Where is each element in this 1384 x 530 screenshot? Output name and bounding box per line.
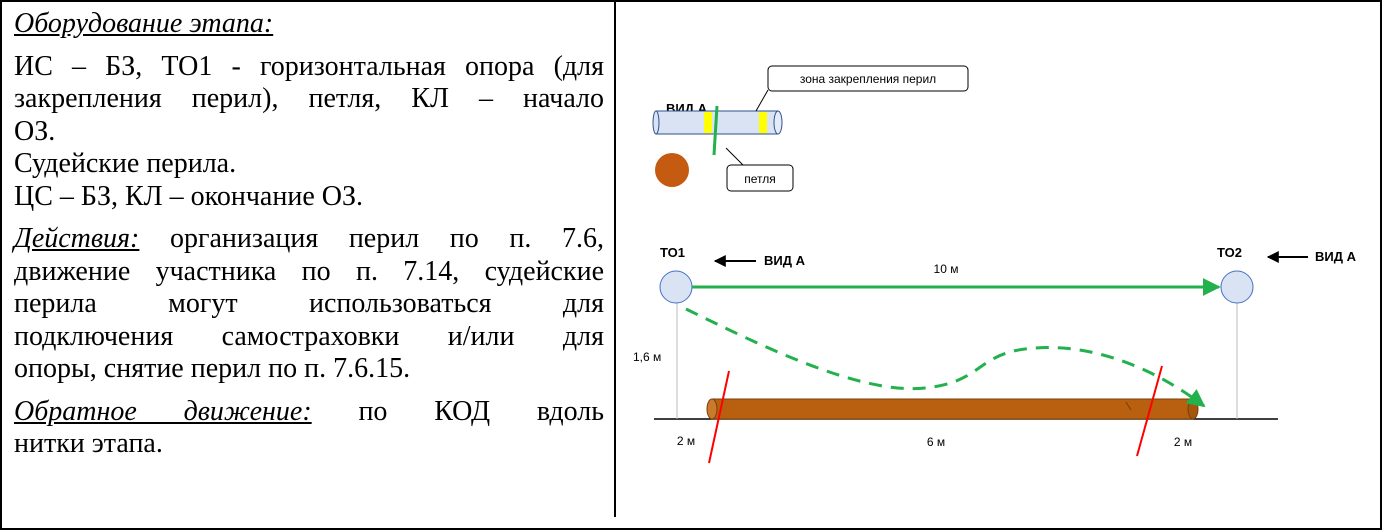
- zone-boundary-right: [1136, 365, 1163, 457]
- view-a-arrow-2: ВИД А: [1266, 249, 1357, 264]
- participant-path: [685, 307, 1206, 408]
- return-line: нитки этапа.: [14, 428, 163, 459]
- equipment-header: Оборудование этапа:: [14, 8, 274, 39]
- actions-line: опоры, снятие перил по п. 7.6.15.: [14, 353, 411, 384]
- view-a-arrow-1: ВИД А: [713, 253, 806, 268]
- actions-line: подключения самостраховки и/или для: [14, 320, 604, 352]
- log: [706, 398, 1199, 420]
- span-label: 10 м: [934, 262, 959, 276]
- left-gap-label: 2 м: [677, 434, 695, 448]
- loop-mark: [712, 105, 719, 156]
- zone-boundary-left: [708, 370, 730, 464]
- right-gap-label: 2 м: [1174, 435, 1192, 449]
- rail-zone-mark-1: [704, 112, 712, 133]
- to2-label: ТО2: [1217, 245, 1242, 260]
- actions-header: Действия:: [14, 223, 140, 254]
- actions-line: перила могут использоваться для: [14, 288, 604, 319]
- return-line: Обратное движение: по КОД вдоль: [14, 396, 604, 429]
- equipment-header-line: Оборудование этапа:: [14, 8, 604, 41]
- equipment-line: Судейские перила.: [14, 148, 237, 179]
- to1-support: [659, 270, 693, 304]
- return-text: по КОД вдоль: [311, 395, 604, 427]
- height-label: 1,6 м: [633, 350, 661, 364]
- log-length-label: 6 м: [927, 435, 945, 449]
- stage-diagram: ВИД А зона закрепления перил петля: [633, 65, 1357, 464]
- equipment-line: ОЗ.: [14, 115, 56, 147]
- svg-text:петля: петля: [744, 172, 776, 186]
- svg-text:зона закрепления перил: зона закрепления перил: [800, 72, 936, 86]
- callout-loop: петля: [725, 147, 794, 192]
- to2-support: [1220, 270, 1254, 304]
- support-cylinder-side: [652, 105, 783, 156]
- diagram-column: ВИД А зона закрепления перил петля: [616, 0, 1382, 517]
- equipment-line: ИС – БЗ, ТО1 - горизонтальная опора (для: [14, 50, 604, 82]
- support-cylinder-end: [655, 153, 689, 187]
- svg-text:ВИД А: ВИД А: [764, 253, 806, 268]
- column-divider: [614, 0, 616, 517]
- equipment-line: закрепления перил), петля, КЛ – начало: [14, 83, 604, 114]
- actions-text: организация перил по п. 7.6,: [139, 223, 604, 254]
- actions-line: Действия: организация перил по п. 7.6,: [14, 223, 604, 256]
- callout-rail-zone: зона закрепления перил: [755, 65, 969, 112]
- actions-line: движение участника по п. 7.14, судейские: [14, 255, 604, 287]
- svg-text:ВИД А: ВИД А: [1315, 249, 1357, 264]
- return-header: Обратное движение:: [14, 395, 312, 427]
- rail-zone-mark-2: [759, 112, 767, 133]
- to1-label: ТО1: [660, 245, 685, 260]
- equipment-line: ЦС – БЗ, КЛ – окончание ОЗ.: [14, 180, 363, 212]
- description-column: Оборудование этапа: ИС – БЗ, ТО1 - гориз…: [14, 8, 604, 461]
